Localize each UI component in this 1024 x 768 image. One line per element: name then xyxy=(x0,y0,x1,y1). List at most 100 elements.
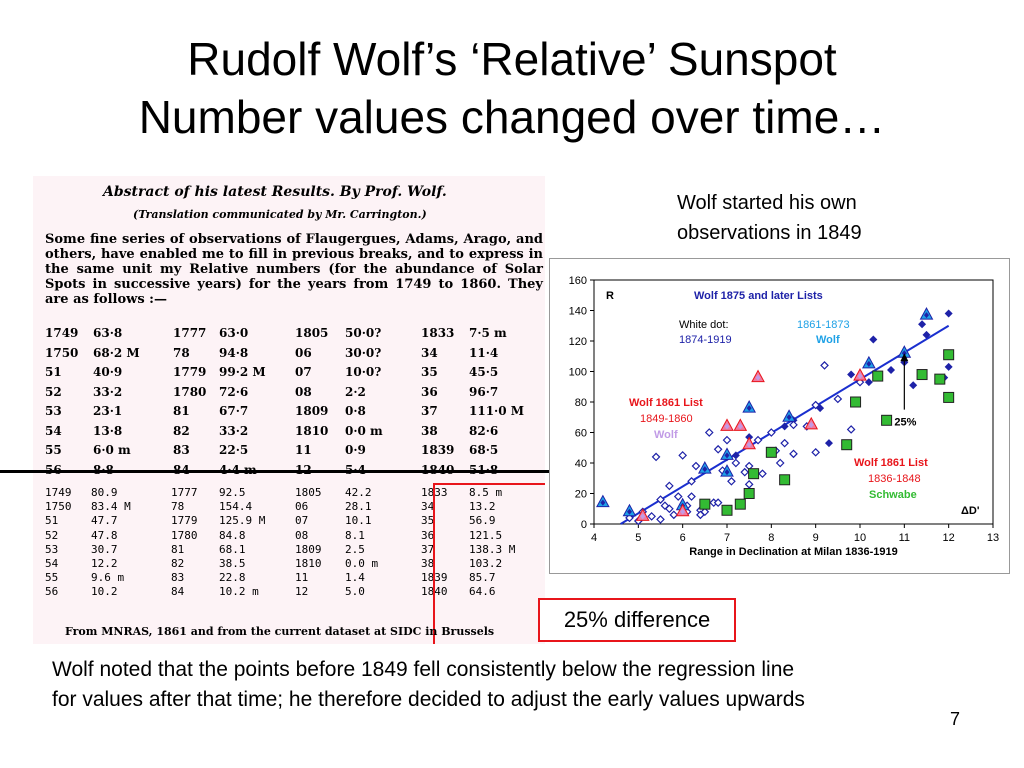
page-number: 7 xyxy=(950,709,961,729)
annotation-later-lists: Wolf 1875 and later Lists xyxy=(694,290,823,302)
point-diamond-filled xyxy=(731,451,740,460)
table-cell: 1809 xyxy=(295,404,329,418)
table-cell: 40·9 xyxy=(93,365,123,379)
x-tick-label: 9 xyxy=(813,532,819,544)
point-diamond-open xyxy=(766,428,776,437)
point-diamond-filled xyxy=(944,309,953,318)
point-diamond-open xyxy=(833,394,843,404)
point-diamond-open xyxy=(713,498,723,507)
table-cell: 54 xyxy=(45,423,62,438)
table-cell: 84.8 xyxy=(219,528,246,542)
table-cell: 08 xyxy=(295,528,309,542)
point-triangle-blue-dot xyxy=(746,405,752,412)
point-diamond-open xyxy=(687,476,696,486)
scan-footer: From MNRAS, 1861 and from the current da… xyxy=(65,625,495,638)
table-cell: 0.0 m xyxy=(345,557,379,570)
table-cell: 63·0 xyxy=(219,326,249,340)
x-tick-label: 7 xyxy=(724,532,730,544)
point-diamond-filled xyxy=(864,378,873,387)
annotation-white-dot-years: 1874-1919 xyxy=(679,334,732,346)
table-cell: 67·7 xyxy=(219,404,249,418)
highlight-box xyxy=(433,483,545,644)
point-diamond-filled xyxy=(869,335,878,344)
annotation-white-dot: White dot: xyxy=(679,319,729,331)
table-cell: 78 xyxy=(171,500,185,514)
point-diamond-filled xyxy=(909,381,918,390)
table-cell: 94·8 xyxy=(219,345,249,360)
point-square-green xyxy=(779,474,791,486)
y-tick-label: 60 xyxy=(575,428,587,440)
table-cell: 82·6 xyxy=(469,423,499,438)
slide-title: Rudolf Wolf’s ‘Relative’ Sunspot Number … xyxy=(0,30,1024,146)
point-triangle-pink-dot xyxy=(680,508,686,515)
table-cell: 8·8 xyxy=(93,463,114,477)
point-diamond-filled xyxy=(847,370,856,379)
table-cell: 1777 xyxy=(171,486,198,499)
point-square-green xyxy=(841,439,853,451)
point-square-green xyxy=(734,498,746,510)
x-tick-label: 5 xyxy=(635,532,641,544)
point-diamond-open xyxy=(789,449,798,459)
point-triangle-pink-dot xyxy=(737,423,743,430)
table-cell: 11 xyxy=(295,443,312,457)
table-cell: 0·9 xyxy=(345,443,366,457)
table-cell: 84 xyxy=(171,585,185,599)
point-diamond-open xyxy=(775,458,785,468)
point-triangle-pink-dot xyxy=(808,421,814,428)
note-line-1: Wolf started his own xyxy=(677,192,857,214)
table-cell: 1840 xyxy=(421,463,454,477)
scan-header: Abstract of his latest Results. By Prof.… xyxy=(103,184,447,200)
table-cell: 1839 xyxy=(421,443,455,457)
table-cell: 5.0 xyxy=(345,585,365,599)
table-divider-line xyxy=(0,470,560,473)
table-cell: 47.7 xyxy=(91,514,118,528)
table-cell: 2.5 xyxy=(345,542,365,556)
point-diamond-open xyxy=(753,435,763,445)
table-cell: 38 xyxy=(421,557,435,570)
table-cell: 68·2 M xyxy=(93,345,140,360)
table-cell: 30·0? xyxy=(345,345,382,360)
table-cell: 38 xyxy=(421,423,438,438)
table-cell: 34 xyxy=(421,345,438,360)
scan-paragraph: Some fine series of observations of Flau… xyxy=(45,232,543,307)
x-tick-label: 13 xyxy=(987,532,999,544)
table-cell: 45·5 xyxy=(469,365,499,379)
table-cell: 36 xyxy=(421,384,438,399)
point-triangle-blue-dot xyxy=(626,508,632,515)
point-diamond-open xyxy=(673,492,683,501)
point-diamond-open xyxy=(744,480,754,489)
table-cell: 55 xyxy=(45,571,59,585)
table-cell: 111·0 M xyxy=(469,404,525,418)
table-cell: 22.8 xyxy=(219,571,246,585)
table-cell: 51 xyxy=(45,514,59,528)
point-square-green xyxy=(934,373,946,385)
table-cell: 22·5 xyxy=(219,443,249,457)
table-cell: 12.2 xyxy=(91,557,118,570)
point-diamond-open xyxy=(656,515,665,524)
table-cell: 13.2 xyxy=(469,500,496,514)
table-cell: 0·8 xyxy=(345,404,366,418)
caption-line-2: for values after that time; he therefore… xyxy=(52,688,805,711)
table-cell: 63·8 xyxy=(93,326,123,340)
table-cell: 12 xyxy=(295,463,312,477)
annotation-range-1861-1873: 1861-1873 xyxy=(797,319,850,331)
scanned-document: Abstract of his latest Results. By Prof.… xyxy=(33,176,545,644)
point-diamond-open xyxy=(789,420,798,430)
point-diamond-open xyxy=(665,504,674,514)
y-tick-label: 80 xyxy=(575,397,587,409)
point-diamond-open xyxy=(687,492,696,501)
point-diamond-open xyxy=(780,438,789,448)
table-cell: 06 xyxy=(295,345,312,360)
table-cell: 28.1 xyxy=(345,500,372,514)
point-diamond-filled xyxy=(780,422,789,431)
table-cell: 38.5 xyxy=(219,557,246,570)
y-tick-label: 0 xyxy=(581,519,587,531)
point-triangle-pink-dot xyxy=(746,441,752,448)
point-triangle-blue-dot xyxy=(901,350,907,357)
point-square-green xyxy=(943,391,955,403)
point-diamond-filled xyxy=(824,439,833,448)
table-cell: 1779 xyxy=(171,514,198,528)
table-cell: 121.5 xyxy=(469,528,503,542)
table-cell: 11 xyxy=(295,571,309,585)
table-cell: 0·0 m xyxy=(345,423,383,438)
